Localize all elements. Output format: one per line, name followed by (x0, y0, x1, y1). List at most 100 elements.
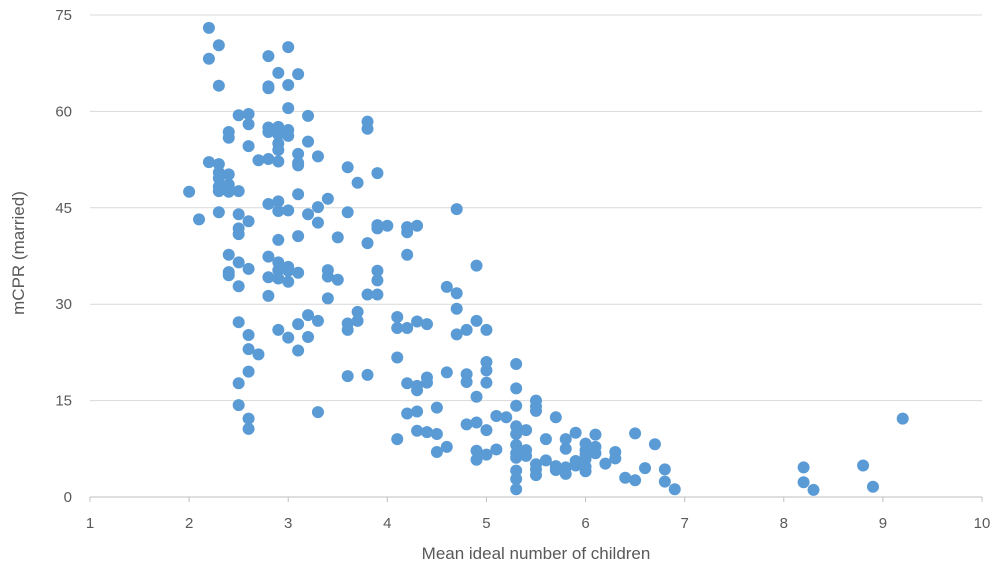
data-point (262, 82, 275, 95)
data-point (430, 428, 443, 441)
data-point (262, 289, 275, 302)
data-point (490, 443, 503, 456)
data-point (282, 102, 295, 115)
data-point (450, 203, 463, 216)
data-point (302, 330, 315, 343)
data-point (193, 213, 206, 226)
y-tick-label: 15 (55, 393, 72, 410)
data-point (242, 329, 255, 342)
data-point (589, 428, 602, 441)
data-point (371, 264, 384, 277)
data-point (510, 483, 523, 496)
data-point (480, 448, 493, 461)
data-point (282, 264, 295, 277)
data-points (183, 21, 909, 496)
data-point (569, 426, 582, 439)
data-point (539, 433, 552, 446)
data-point (470, 444, 483, 457)
data-point (430, 446, 443, 459)
data-point (202, 156, 215, 169)
data-point (272, 128, 285, 141)
data-point (212, 206, 225, 219)
data-point (292, 266, 305, 279)
data-point (559, 467, 572, 480)
data-point (222, 131, 235, 144)
data-point (460, 323, 473, 336)
data-point (569, 459, 582, 472)
data-point (282, 79, 295, 92)
data-point (411, 424, 424, 437)
data-point (629, 427, 642, 440)
data-point (272, 264, 285, 277)
data-point (341, 370, 354, 383)
data-point (371, 274, 384, 287)
data-point (639, 462, 652, 475)
x-tick-label: 4 (383, 515, 391, 532)
x-tick-label: 9 (879, 515, 887, 532)
data-point (212, 158, 225, 171)
data-point (302, 309, 315, 322)
data-point (658, 463, 671, 476)
data-point (460, 375, 473, 388)
data-point (292, 159, 305, 172)
data-point (510, 382, 523, 395)
data-point (331, 231, 344, 244)
data-point (311, 216, 324, 229)
data-point (262, 125, 275, 138)
data-point (510, 428, 523, 441)
x-tick-labels: 1 2 3 4 5 6 7 8 9 10 (86, 497, 990, 532)
data-point (242, 107, 255, 120)
data-point (411, 405, 424, 418)
data-point (381, 219, 394, 232)
data-point (351, 305, 364, 318)
x-tick-label: 1 (86, 515, 94, 532)
data-point (341, 161, 354, 174)
data-point (559, 442, 572, 455)
data-point (242, 365, 255, 378)
data-point (282, 275, 295, 288)
data-point (232, 185, 245, 198)
data-point (321, 270, 334, 283)
data-point (599, 457, 612, 470)
data-point (480, 376, 493, 389)
data-point (440, 280, 453, 293)
data-point (302, 135, 315, 148)
data-point (530, 404, 542, 417)
data-point (232, 377, 245, 390)
data-point (896, 412, 909, 425)
data-point (579, 465, 592, 478)
data-point (222, 168, 235, 181)
data-point (361, 288, 374, 301)
data-point (212, 172, 225, 185)
data-point (411, 315, 424, 328)
data-point (183, 185, 196, 198)
data-point (470, 314, 483, 327)
data-point (222, 248, 235, 261)
data-point (272, 323, 285, 336)
data-point (629, 474, 642, 487)
y-tick-label: 60 (55, 103, 72, 120)
x-tick-label: 3 (284, 515, 292, 532)
data-point (470, 259, 483, 272)
data-point (440, 366, 453, 379)
data-point (549, 464, 562, 477)
data-point (411, 219, 424, 232)
data-point (440, 440, 453, 453)
data-point (520, 424, 533, 437)
data-point (262, 271, 275, 284)
data-point (510, 473, 523, 486)
data-point (450, 287, 463, 300)
data-point (420, 376, 433, 389)
data-point (510, 399, 523, 412)
y-tick-label: 75 (55, 7, 72, 24)
data-point (272, 66, 285, 79)
data-point (480, 356, 493, 369)
data-point (272, 143, 285, 156)
data-point (391, 351, 404, 364)
y-axis-title: mCPR (married) (9, 191, 28, 315)
x-axis-title: Mean ideal number of children (422, 544, 651, 563)
data-point (311, 314, 324, 327)
data-point (430, 401, 443, 414)
data-point (589, 447, 602, 460)
x-tick-label: 2 (185, 515, 193, 532)
